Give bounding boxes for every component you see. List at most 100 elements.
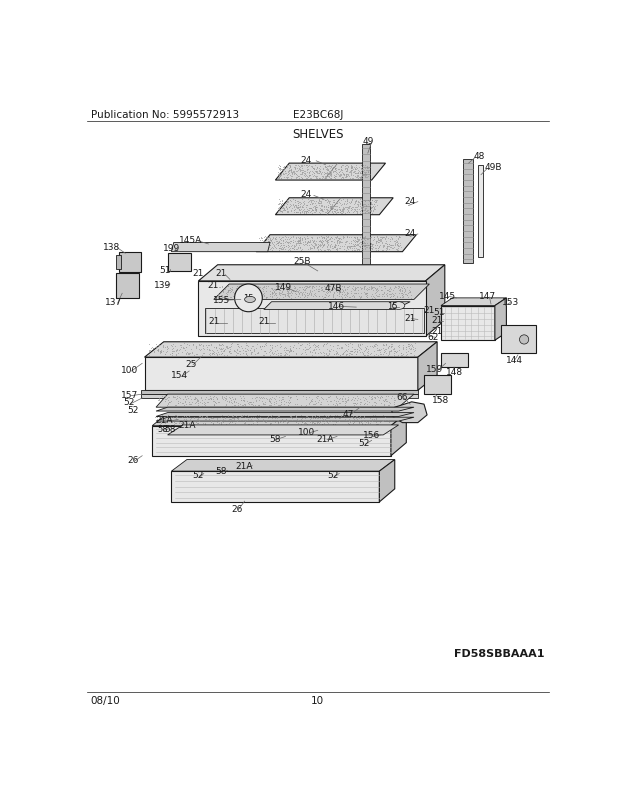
Point <box>319 238 329 251</box>
Point <box>228 410 237 423</box>
Point <box>212 411 222 424</box>
Point <box>365 196 375 209</box>
Point <box>371 418 381 431</box>
Point <box>298 200 308 213</box>
Point <box>334 169 344 182</box>
Point <box>317 233 327 245</box>
Point <box>246 347 256 360</box>
Point <box>381 288 391 301</box>
Point <box>294 342 304 355</box>
Point <box>326 170 336 183</box>
Point <box>224 413 234 426</box>
Point <box>299 195 309 208</box>
Text: 153: 153 <box>502 298 519 307</box>
Point <box>188 411 198 424</box>
Point <box>290 241 299 253</box>
Point <box>315 166 325 179</box>
Point <box>255 287 265 300</box>
Point <box>249 342 259 355</box>
Point <box>236 340 246 353</box>
Point <box>347 282 356 294</box>
Point <box>156 345 166 358</box>
Point <box>309 280 319 293</box>
Point <box>275 162 285 175</box>
Point <box>175 342 185 355</box>
Point <box>381 231 391 244</box>
Point <box>370 194 380 207</box>
Point <box>315 415 325 428</box>
Point <box>286 171 296 184</box>
Point <box>154 394 164 407</box>
Point <box>275 287 285 300</box>
Point <box>308 395 317 407</box>
Point <box>326 244 335 257</box>
Point <box>358 233 368 246</box>
Point <box>202 343 211 356</box>
Point <box>371 286 381 299</box>
Text: 156: 156 <box>363 431 380 439</box>
Point <box>174 344 184 357</box>
Point <box>201 339 211 352</box>
Point <box>330 160 340 173</box>
Point <box>290 196 299 209</box>
Point <box>319 238 329 251</box>
Point <box>360 241 370 254</box>
Point <box>276 168 286 181</box>
Point <box>302 418 312 431</box>
Point <box>301 399 311 412</box>
Point <box>339 204 349 217</box>
Point <box>360 243 370 256</box>
Point <box>286 411 296 424</box>
Point <box>343 200 353 213</box>
Point <box>258 349 268 362</box>
Point <box>265 350 275 363</box>
Point <box>304 169 314 182</box>
Point <box>348 234 358 247</box>
Point <box>248 417 258 430</box>
Point <box>283 399 293 411</box>
Point <box>388 343 398 356</box>
Point <box>351 195 361 208</box>
Point <box>293 202 303 215</box>
Point <box>352 233 362 246</box>
Point <box>167 338 177 350</box>
Point <box>326 231 335 244</box>
Point <box>376 234 386 247</box>
Point <box>275 347 285 360</box>
Point <box>183 414 193 427</box>
Point <box>210 415 220 427</box>
Point <box>301 207 311 220</box>
Point <box>282 286 292 298</box>
Point <box>283 287 293 300</box>
Point <box>303 196 313 209</box>
Point <box>295 196 305 209</box>
Point <box>294 288 304 301</box>
Point <box>281 201 291 214</box>
Point <box>371 283 381 296</box>
Point <box>382 288 392 301</box>
Point <box>399 282 409 295</box>
Point <box>337 393 347 406</box>
Point <box>392 238 402 251</box>
Point <box>371 292 381 305</box>
Point <box>196 391 206 404</box>
Point <box>332 196 342 209</box>
Text: 52: 52 <box>127 406 139 415</box>
Point <box>334 290 344 303</box>
Point <box>299 169 309 182</box>
Point <box>339 170 348 183</box>
Point <box>301 348 311 361</box>
Point <box>273 416 283 429</box>
Point <box>300 238 310 251</box>
Point <box>221 341 231 354</box>
Text: 21A: 21A <box>155 415 172 424</box>
Point <box>155 347 165 360</box>
Point <box>394 344 404 357</box>
Point <box>167 343 177 356</box>
Point <box>329 242 339 255</box>
Point <box>166 414 176 427</box>
Point <box>285 160 295 173</box>
Point <box>394 281 404 294</box>
Point <box>395 283 405 296</box>
Point <box>330 198 340 211</box>
